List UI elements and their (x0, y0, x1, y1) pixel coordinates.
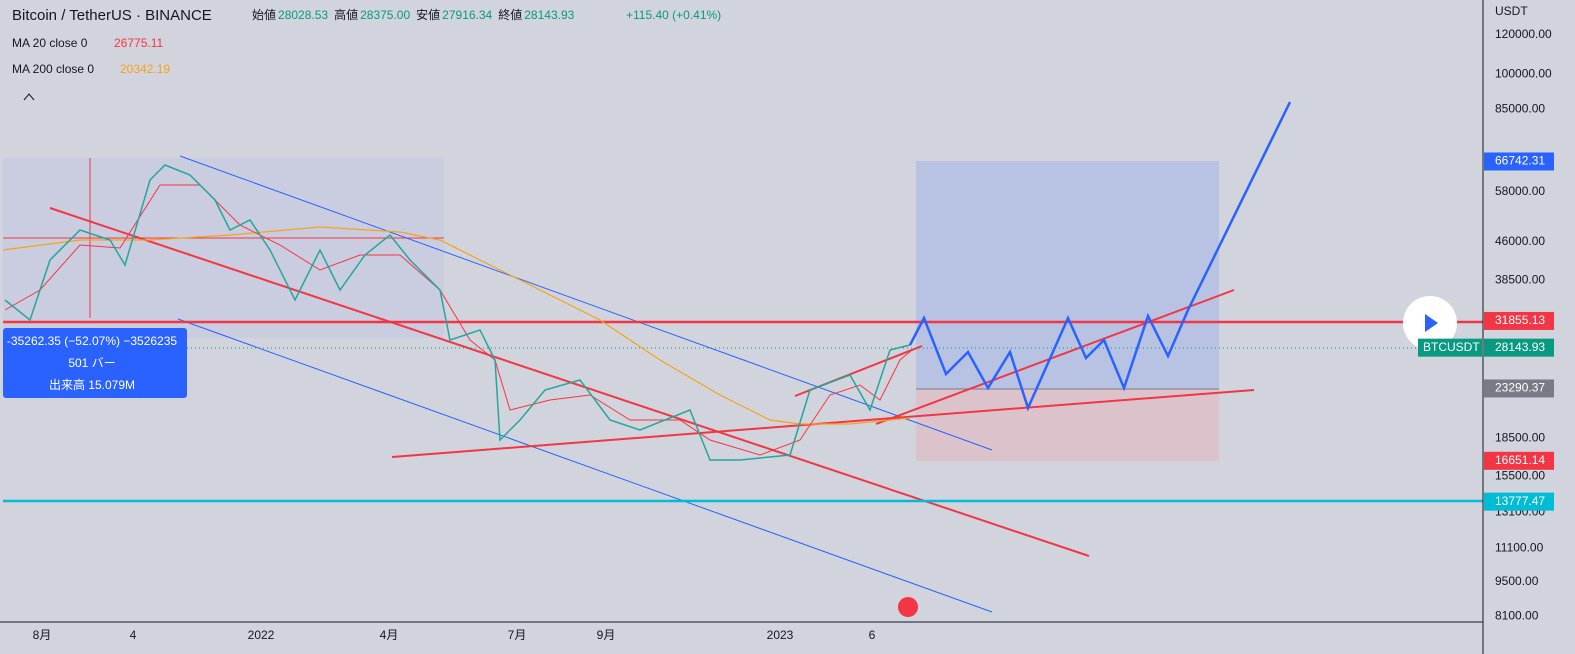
event-icon[interactable] (898, 597, 918, 617)
ohlc-label: 安値 (416, 7, 440, 22)
price-label: 38500.00 (1495, 272, 1545, 286)
indicator-value: 26775.11 (114, 36, 163, 50)
ohlc-value: 28143.93 (524, 8, 574, 22)
projection-path (908, 101, 1292, 412)
play-icon (1425, 314, 1438, 332)
measure-zone (3, 158, 444, 338)
price-tag-label: 31855.13 (1495, 313, 1545, 327)
time-label: 2023 (767, 628, 794, 642)
price-tag (1484, 492, 1554, 511)
ohlc-value: 28375.00 (360, 8, 410, 22)
ohlc-value: 28028.53 (278, 8, 328, 22)
time-label: 9月 (597, 628, 616, 642)
channel-line (177, 318, 993, 613)
trend-line (49, 207, 1090, 557)
time-label: 8月 (33, 628, 52, 642)
indicator-value: 20342.19 (120, 62, 170, 76)
target-zone (916, 161, 1219, 389)
channel-line (179, 155, 993, 451)
price-tag-label: 16651.14 (1495, 453, 1545, 467)
collapse-icon[interactable] (23, 93, 35, 101)
trend-line (875, 289, 1235, 425)
price-label: 85000.00 (1495, 102, 1545, 116)
currency-label: USDT (1495, 4, 1528, 18)
price-label: 8100.00 (1495, 608, 1539, 622)
price-tag (1484, 311, 1554, 330)
price-label: 120000.00 (1495, 27, 1552, 41)
stop-zone (916, 389, 1219, 461)
time-label: 4月 (380, 628, 399, 642)
symbol-tag-label: BTCUSDT (1423, 340, 1480, 354)
time-label: 4 (130, 628, 137, 642)
price-label: 100000.00 (1495, 66, 1552, 80)
indicator-name: MA 200 close 0 (12, 62, 94, 76)
price-path (4, 164, 911, 461)
ohlc-value: 27916.34 (442, 8, 492, 22)
change: +115.40 (+0.41%) (626, 8, 721, 22)
ma-200 (2, 226, 911, 425)
price-tag-label: 66742.31 (1495, 154, 1545, 168)
measure-text: -35262.35 (−52.07%) −3526235 (7, 334, 177, 348)
price-label: 9500.00 (1495, 574, 1539, 588)
price-tag (1484, 379, 1554, 398)
ohlc-label: 終値 (498, 7, 522, 22)
time-label: 7月 (508, 628, 527, 642)
price-label: 15500.00 (1495, 468, 1545, 482)
ohlc-label: 高値 (334, 7, 358, 22)
time-label: 2022 (248, 628, 275, 642)
price-label: 58000.00 (1495, 184, 1545, 198)
time-label: 6 (869, 628, 876, 642)
price-tag (1484, 338, 1554, 357)
price-label: 18500.00 (1495, 430, 1545, 444)
ohlc-label: 始値 (252, 7, 276, 22)
measure-text: 出来高 15.079M (49, 377, 135, 392)
ohlc: 始値 28028.53 高値 28375.00 安値 27916.34 終値 28143.93 (252, 7, 575, 22)
price-tag-label: 23290.37 (1495, 381, 1545, 395)
measure-text: 501 バー (68, 356, 115, 370)
price-tag (1484, 152, 1554, 171)
price-label: 11100.00 (1495, 540, 1544, 554)
symbol-tag (1418, 338, 1482, 357)
price-tag-label: 13777.47 (1495, 494, 1545, 508)
measure-tooltip (3, 328, 187, 398)
symbol-title: Bitcoin / TetherUS · BINANCE (12, 7, 212, 24)
price-label: 46000.00 (1495, 234, 1545, 248)
price-tag (1484, 451, 1554, 470)
indicator-name: MA 20 close 0 (12, 36, 88, 50)
price-tag-label: 28143.93 (1495, 340, 1545, 354)
